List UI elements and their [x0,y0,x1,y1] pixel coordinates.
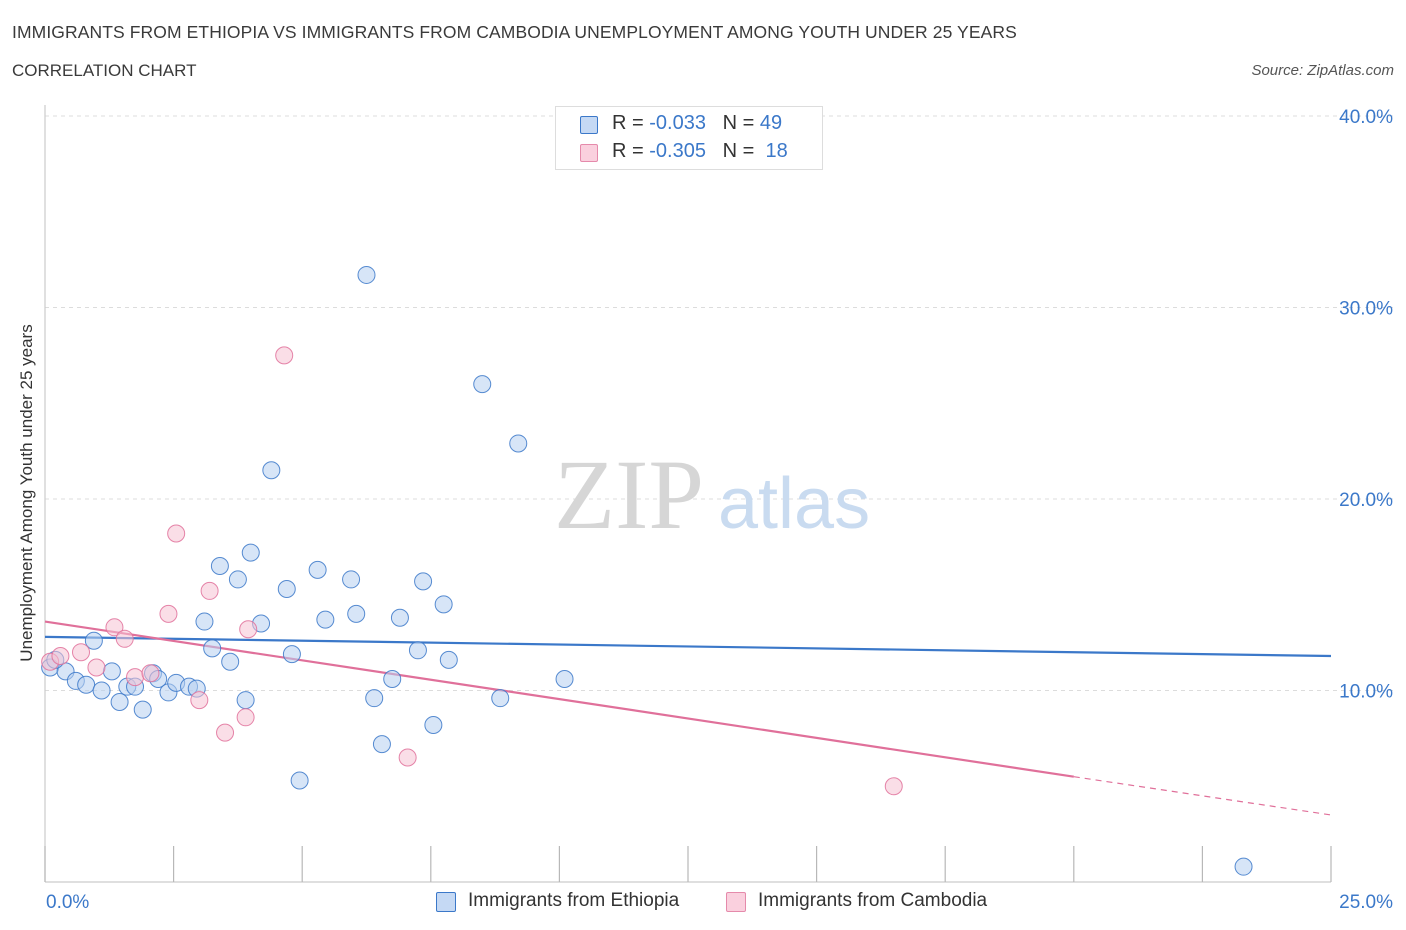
ethiopia-point [509,434,528,453]
tick-labels: 10.0% 20.0% 30.0% 40.0% 0.0% 25.0% [46,107,1393,913]
cambodia-point [72,643,91,662]
legend-swatch-ethiopia [436,892,456,912]
ethiopia-point [316,610,335,629]
stats-r-value: -0.033 [649,112,706,134]
ethiopia-point [347,604,366,623]
cambodia-point [51,647,70,666]
cambodia-point [884,777,903,796]
data-points [41,265,1253,876]
ethiopia-point [390,608,409,627]
stats-n-label: N = [722,112,755,134]
y-tick-label: 10.0% [1339,682,1393,703]
trend-line-0 [44,635,1332,658]
ethiopia-point [383,670,402,689]
cambodia-point [126,668,145,687]
ethiopia-point [221,652,240,671]
ethiopia-point [414,572,433,591]
ethiopia-point [236,691,255,710]
ethiopia-point [473,375,492,394]
legend-label-ethiopia: Immigrants from Ethiopia [468,890,680,911]
x-tick-label: 25.0% [1339,892,1393,913]
legend-swatch-cambodia [726,892,746,912]
cambodia-point [239,620,258,639]
trend-line-extension-1 [1073,776,1332,816]
source-credit: Source: ZipAtlas.com [1251,62,1394,79]
ethiopia-point [308,560,327,579]
ethiopia-point [77,675,96,694]
cambodia-point [105,618,124,637]
ethiopia-point [110,692,129,711]
cambodia-point [216,723,235,742]
ethiopia-point [84,631,103,650]
stats-n-value: 18 [765,140,788,162]
ethiopia-point [133,700,152,719]
stats-swatch-cambodia [580,144,598,162]
ethiopia-point [491,689,510,708]
ethiopia-point [92,681,111,700]
ethiopia-point [290,771,309,790]
ethiopia-point [424,715,443,734]
ethiopia-point [241,543,260,562]
ethiopia-point [342,570,361,589]
cambodia-point [87,658,106,677]
ethiopia-point [434,595,453,614]
ethiopia-point [262,461,281,480]
ethiopia-point [203,639,222,658]
stats-r-label: R = [612,112,644,134]
stats-r-value: -0.305 [649,140,706,162]
cambodia-point [398,748,417,767]
ethiopia-point [439,650,458,669]
cambodia-point [141,664,160,683]
cambodia-point [275,346,294,365]
ethiopia-point [210,557,229,576]
cambodia-point [200,581,219,600]
cambodia-point [159,604,178,623]
y-axis-label: Unemployment Among Youth under 25 years [17,324,36,662]
ethiopia-point [277,580,296,599]
x-tick-label: 0.0% [46,892,89,913]
ethiopia-point [408,641,427,660]
ethiopia-point [365,689,384,708]
ethiopia-point [372,735,391,754]
ethiopia-point [555,670,574,689]
watermark-zip: ZIP [554,439,704,550]
chart-subtitle: CORRELATION CHART [12,61,197,80]
ethiopia-point [228,570,247,589]
stats-swatch-ethiopia [580,116,598,134]
axes [44,105,1332,883]
y-tick-label: 30.0% [1339,299,1393,320]
cambodia-point [190,691,209,710]
cambodia-point [167,524,186,543]
stats-n-value: 49 [759,112,783,134]
cambodia-point [236,708,255,727]
watermark: ZIP atlas [554,439,870,550]
y-tick-label: 20.0% [1339,490,1393,511]
ethiopia-point [195,612,214,631]
grid-lines [45,115,1395,691]
y-tick-label: 40.0% [1339,107,1393,128]
legend-label-cambodia: Immigrants from Cambodia [758,890,988,911]
watermark-atlas: atlas [718,464,870,544]
ethiopia-point [282,645,301,664]
ethiopia-point [102,662,121,681]
stats-r-label: R = [612,140,644,162]
chart-title: IMMIGRANTS FROM ETHIOPIA VS IMMIGRANTS F… [12,22,1017,42]
ethiopia-point [1234,857,1253,876]
ethiopia-point [357,265,376,284]
stats-box: R = -0.033 N = 49 R = -0.305 N = 18 [555,106,823,170]
stats-n-label: N = [722,140,755,162]
cambodia-point [115,629,134,648]
